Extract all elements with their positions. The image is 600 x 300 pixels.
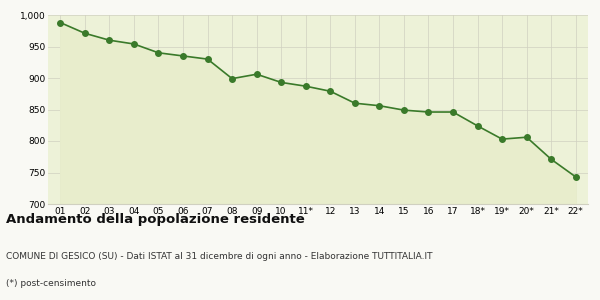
- Text: (*) post-censimento: (*) post-censimento: [6, 279, 96, 288]
- Text: COMUNE DI GESICO (SU) - Dati ISTAT al 31 dicembre di ogni anno - Elaborazione TU: COMUNE DI GESICO (SU) - Dati ISTAT al 31…: [6, 252, 433, 261]
- Text: Andamento della popolazione residente: Andamento della popolazione residente: [6, 213, 305, 226]
